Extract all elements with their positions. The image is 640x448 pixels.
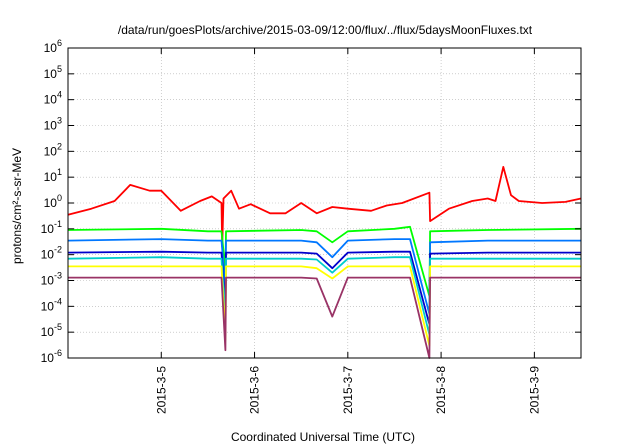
series-line-7 xyxy=(68,276,581,359)
plot-frame xyxy=(67,47,582,359)
x-tick-label: 2015-3-7 xyxy=(341,366,355,414)
series-line-3 xyxy=(67,238,581,316)
series-group xyxy=(67,165,582,359)
series-line-4 xyxy=(67,250,581,326)
x-tick-label: 2015-3-6 xyxy=(248,366,262,414)
y-tick-label: 103 xyxy=(44,116,62,133)
y-tick-label: 10-3 xyxy=(41,271,62,288)
x-axis-label: Coordinated Universal Time (UTC) xyxy=(231,430,415,444)
x-tick-label: 2015-3-5 xyxy=(154,366,168,414)
y-tick-label: 10-2 xyxy=(41,245,62,262)
series-line-1 xyxy=(67,165,582,248)
y-tick-label: 101 xyxy=(44,167,62,184)
y-tick-label: 10-6 xyxy=(41,348,62,365)
y-tick-label: 10-5 xyxy=(41,322,62,339)
x-tick-label: 2015-3-8 xyxy=(434,366,448,414)
y-axis: 10-6 10-5 10-4 10-3 10-2 10-1 100 101 102 103 104 1… xyxy=(41,38,581,365)
y-tick-label: 10-4 xyxy=(41,296,62,313)
y-tick-label: 10-1 xyxy=(41,219,62,236)
y-tick-label: 105 xyxy=(44,64,62,81)
y-tick-label: 104 xyxy=(44,90,62,107)
chart-title: /data/run/goesPlots/archive/2015-03-09/1… xyxy=(118,23,533,37)
x-axis: 2015-3-5 2015-3-6 2015-3-7 2015-3-8 2015-3-9 xyxy=(154,48,541,414)
x-tick-label: 2015-3-9 xyxy=(527,366,541,414)
grid xyxy=(68,47,581,359)
y-tick-label: 100 xyxy=(44,193,62,210)
y-tick-label: 106 xyxy=(44,38,62,55)
y-tick-label: 102 xyxy=(44,141,62,158)
y-axis-label: protons/cm²-s-sr-MeV xyxy=(10,148,24,264)
